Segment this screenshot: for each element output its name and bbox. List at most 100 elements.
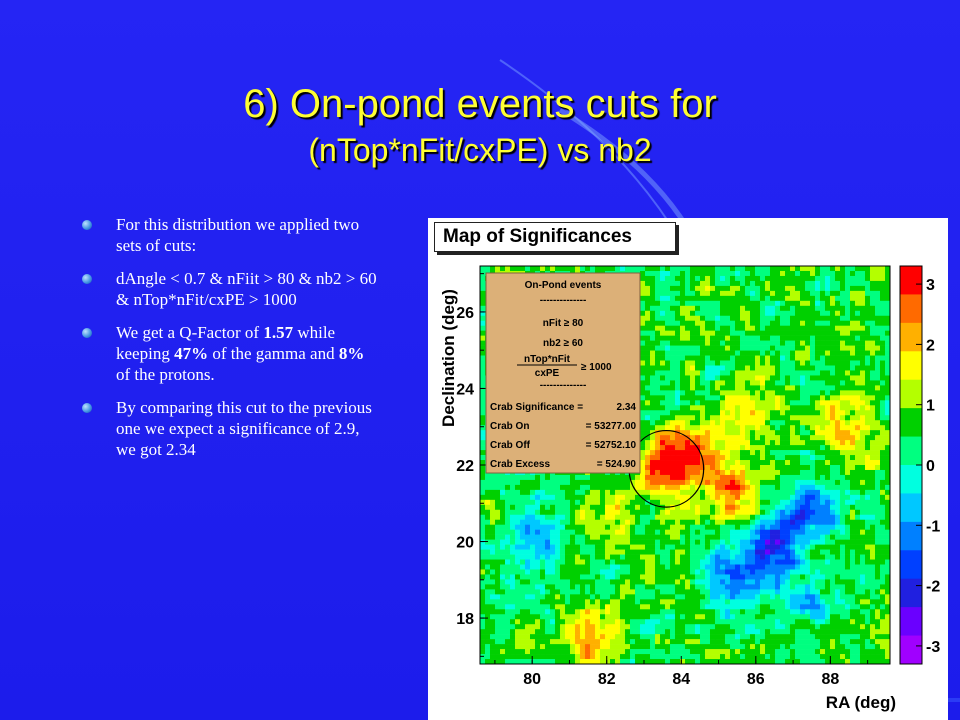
heatmap-cell bbox=[525, 509, 531, 516]
heatmap-cell bbox=[670, 390, 676, 396]
heatmap-cell bbox=[480, 574, 486, 580]
heatmap-cell bbox=[505, 644, 511, 650]
heatmap-cell bbox=[650, 305, 656, 312]
heatmap-cell bbox=[775, 305, 781, 312]
heatmap-cell bbox=[490, 529, 496, 535]
heatmap-cell bbox=[775, 335, 781, 341]
heatmap-cell bbox=[635, 539, 641, 545]
heatmap-cell bbox=[605, 634, 611, 640]
heatmap-cell bbox=[730, 614, 736, 620]
heatmap-cell bbox=[640, 589, 646, 595]
heatmap-cell bbox=[725, 474, 731, 481]
heatmap-cell bbox=[685, 654, 691, 660]
heatmap-cell bbox=[480, 345, 486, 351]
heatmap-cell bbox=[635, 514, 641, 521]
heatmap-cell bbox=[550, 554, 556, 560]
heatmap-cell bbox=[700, 639, 706, 645]
heatmap-cell bbox=[765, 290, 771, 297]
heatmap-cell bbox=[780, 509, 786, 516]
heatmap-cell bbox=[520, 639, 526, 645]
heatmap-cell bbox=[480, 445, 486, 451]
heatmap-cell bbox=[560, 519, 566, 525]
heatmap-cell bbox=[525, 499, 531, 506]
heatmap-cell bbox=[570, 609, 576, 615]
heatmap-cell bbox=[595, 569, 601, 575]
heatmap-cell bbox=[525, 514, 531, 521]
heatmap-cell bbox=[595, 474, 601, 481]
heatmap-cell bbox=[515, 634, 521, 640]
heatmap-cell bbox=[525, 654, 531, 660]
heatmap-cell bbox=[775, 644, 781, 650]
heatmap-cell bbox=[535, 634, 541, 640]
heatmap-cell bbox=[695, 504, 701, 511]
heatmap-cell bbox=[485, 544, 491, 550]
heatmap-cell bbox=[515, 619, 521, 625]
heatmap-cell bbox=[635, 644, 641, 650]
heatmap-cell bbox=[585, 544, 591, 550]
bullet-dot-icon bbox=[82, 274, 92, 284]
heatmap-cell bbox=[635, 494, 641, 501]
heatmap-cell bbox=[660, 644, 666, 650]
heatmap-cell bbox=[485, 609, 491, 615]
heatmap-cell bbox=[580, 644, 586, 650]
heatmap-cell bbox=[680, 524, 686, 530]
heatmap-cell bbox=[685, 594, 691, 600]
heatmap-cell bbox=[745, 499, 751, 506]
heatmap-cell bbox=[765, 270, 771, 277]
heatmap-cell bbox=[690, 519, 696, 525]
heatmap-cell bbox=[670, 280, 676, 287]
heatmap-cell bbox=[710, 554, 716, 560]
heatmap-cell bbox=[775, 465, 781, 471]
heatmap-cell bbox=[550, 499, 556, 506]
heatmap-cell bbox=[580, 634, 586, 640]
heatmap-cell bbox=[665, 320, 671, 326]
heatmap-cell bbox=[690, 266, 696, 272]
heatmap-cell bbox=[765, 335, 771, 341]
heatmap-cell bbox=[735, 300, 741, 307]
heatmap-cell bbox=[580, 494, 586, 501]
heatmap-cell bbox=[500, 624, 506, 630]
heatmap-cell bbox=[680, 320, 686, 326]
heatmap-cell bbox=[730, 594, 736, 600]
heatmap-cell bbox=[755, 519, 761, 525]
heatmap-cell bbox=[700, 629, 706, 635]
heatmap-cell bbox=[780, 554, 786, 560]
heatmap-cell bbox=[625, 639, 631, 645]
heatmap-cell bbox=[755, 579, 761, 585]
heatmap-cell bbox=[665, 355, 671, 361]
heatmap-cell bbox=[665, 350, 671, 356]
heatmap-cell bbox=[500, 509, 506, 516]
heatmap-cell bbox=[570, 644, 576, 650]
heatmap-cell bbox=[495, 489, 501, 496]
heatmap-cell bbox=[760, 350, 766, 356]
heatmap-cell bbox=[640, 360, 646, 366]
heatmap-cell bbox=[730, 549, 736, 555]
heatmap-cell bbox=[760, 400, 766, 406]
heatmap-cell bbox=[670, 499, 676, 506]
heatmap-cell bbox=[660, 280, 666, 287]
heatmap-cell bbox=[560, 584, 566, 590]
heatmap-cell bbox=[785, 624, 791, 630]
heatmap-cell bbox=[740, 330, 746, 336]
heatmap-cell bbox=[540, 534, 546, 540]
heatmap-cell bbox=[655, 450, 661, 456]
heatmap-cell bbox=[485, 584, 491, 590]
heatmap-cell bbox=[565, 514, 571, 521]
heatmap-cell bbox=[670, 335, 676, 341]
heatmap-cell bbox=[760, 420, 766, 426]
heatmap-cell bbox=[610, 494, 616, 501]
heatmap-cell bbox=[685, 639, 691, 645]
heatmap-cell bbox=[495, 609, 501, 615]
heatmap-cell bbox=[575, 484, 581, 491]
heatmap-cell bbox=[615, 559, 621, 565]
heatmap-cell bbox=[680, 425, 686, 431]
heatmap-cell bbox=[575, 614, 581, 620]
heatmap-cell bbox=[595, 659, 601, 665]
heatmap-cell bbox=[530, 584, 536, 590]
heatmap-cell bbox=[740, 484, 746, 491]
heatmap-cell bbox=[575, 266, 581, 272]
heatmap-cell bbox=[675, 380, 681, 386]
heatmap-cell bbox=[570, 599, 576, 605]
heatmap-cell bbox=[500, 484, 506, 491]
heatmap-cell bbox=[590, 619, 596, 625]
